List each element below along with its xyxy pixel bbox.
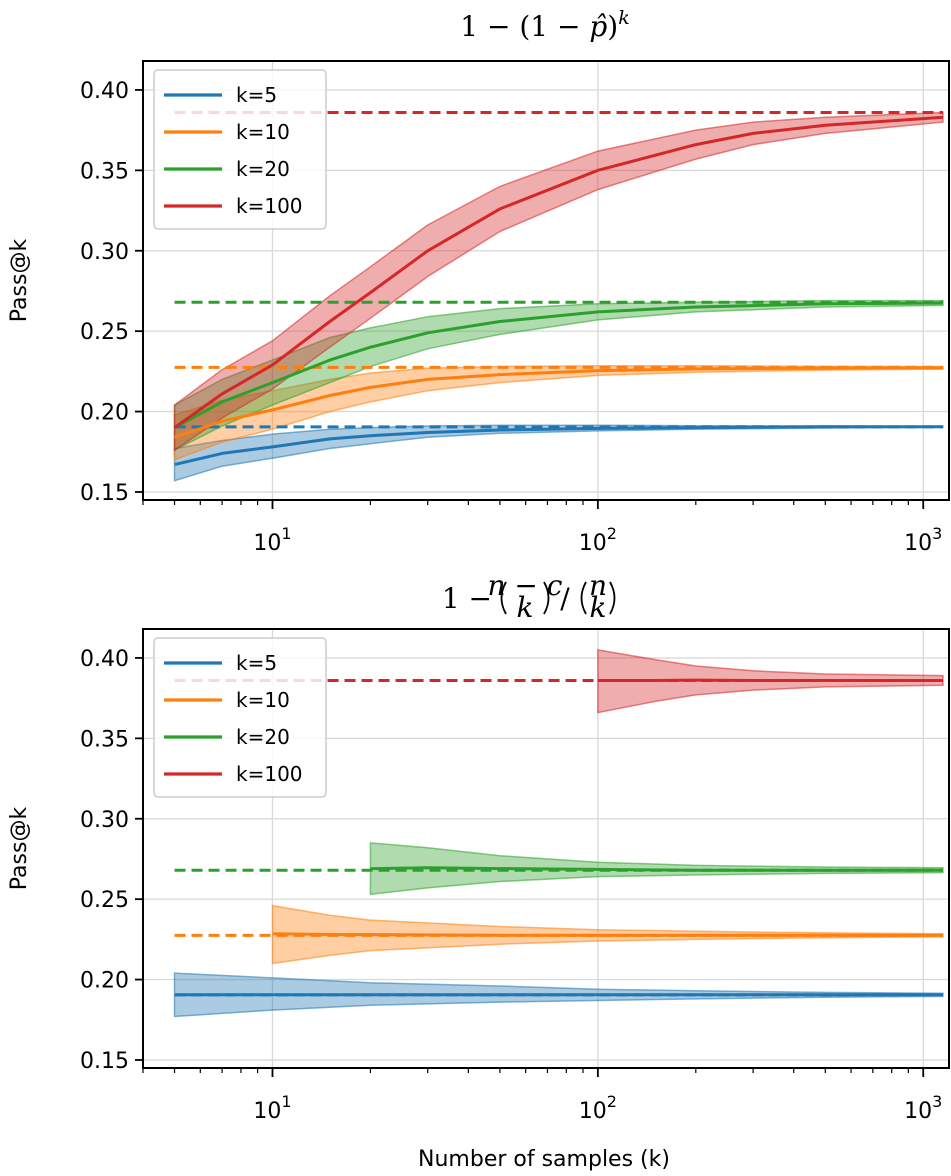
top-panel: 1 − (1 − p̂)k 0.15 0.20 0.25 0.30 0.35 0.40 1… — [7, 7, 950, 556]
bottom-y-tick-label-0-35: 0.35 — [80, 727, 129, 752]
top-y-tick-label-0-40: 0.40 — [80, 79, 129, 104]
top-line-k-10 — [174, 366, 944, 439]
top-y-tick-label-0-20: 0.20 — [80, 401, 129, 426]
bottom-mean-lines — [174, 678, 943, 997]
top-axes-frame — [142, 60, 950, 501]
top-line-k-100 — [173, 115, 944, 429]
top-band-k-20 — [173, 299, 944, 452]
top-y-tick-label-0-30: 0.30 — [80, 240, 129, 265]
top-x-axis: 101 102 103 — [142, 500, 942, 556]
svg-text:1 − (1 − p̂)k: 1 − (1 − p̂)k — [460, 7, 629, 43]
top-legend-label-k-10: k=10 — [236, 120, 290, 144]
bottom-title-binom1-top: n − c — [488, 569, 563, 602]
bottom-legend-box — [153, 637, 327, 798]
top-legend-box — [153, 69, 327, 230]
bottom-title-paren-2-left — [580, 581, 587, 615]
top-line-k-20 — [173, 301, 944, 429]
top-x-tick-label-100: 102 — [579, 524, 617, 556]
top-legend-label-k-100: k=100 — [236, 194, 303, 218]
bottom-panel: 1 − n − c k / n k 0.150.200.250.300.350.… — [7, 569, 950, 1172]
bottom-x-axis-label: Number of samples (k) — [418, 1147, 670, 1172]
bottom-x-axis: 101 102 103 — [142, 1068, 942, 1124]
bottom-legend-label-k-10: k=10 — [236, 688, 290, 712]
top-band-k-100 — [173, 111, 944, 452]
bottom-x-tick-label-100: 102 — [579, 1092, 617, 1124]
top-title-part-a: 1 − (1 − — [460, 10, 589, 43]
top-title-part-c: ) — [607, 10, 618, 43]
bottom-title-paren-1-left — [500, 581, 507, 615]
top-x-tick-label-10: 101 — [253, 524, 291, 556]
top-x-tick-label-1000: 103 — [904, 524, 942, 556]
top-y-axis-label: Pass@k — [7, 239, 32, 323]
bottom-x-tick-label-10: 101 — [253, 1092, 291, 1124]
top-panel-title: 1 − (1 − p̂)k — [460, 7, 629, 43]
bottom-x-tick-label-1000: 103 — [904, 1092, 942, 1124]
bottom-title-paren-2-right — [609, 581, 616, 615]
bottom-axes-frame — [142, 628, 950, 1069]
bottom-y-tick-label-0-20: 0.20 — [80, 969, 129, 994]
bottom-title-slash: / — [560, 582, 570, 615]
bottom-y-tick-label-0-15: 0.15 — [80, 1049, 129, 1074]
bottom-y-axis: 0.15 0.20 0.25 0.30 0.35 0.40 — [80, 647, 143, 1074]
top-mean-lines — [173, 115, 944, 467]
top-y-tick-label-0-35: 0.35 — [80, 159, 129, 184]
top-legend: k=5 k=10 k=20 k=100 — [153, 69, 327, 230]
top-y-tick-label-0-25: 0.25 — [80, 320, 129, 345]
bottom-y-tick-label-0-40: 0.40 — [80, 647, 129, 672]
bottom-line-k-20 — [370, 866, 943, 872]
bottom-panel-title: 1 − n − c k / n k — [442, 569, 616, 624]
bottom-line-k-10 — [272, 932, 943, 937]
bottom-y-axis-label: Pass@k — [7, 807, 32, 891]
bottom-y-tick-label-0-25: 0.25 — [80, 888, 129, 913]
top-y-tick-label-0-15: 0.15 — [80, 481, 129, 506]
bottom-y-tick-label-0-30: 0.30 — [80, 808, 129, 833]
bottom-title-prefix: 1 − — [442, 582, 492, 615]
top-title-superscript: k — [618, 7, 630, 29]
bottom-legend-label-k-100: k=100 — [236, 762, 303, 786]
bottom-legend: k=5 k=10 k=20 k=100 — [153, 637, 327, 798]
bottom-legend-label-k-20: k=20 — [236, 725, 290, 749]
top-line-k-5 — [174, 425, 943, 467]
top-y-axis: 0.15 0.20 0.25 0.30 0.35 0.40 — [80, 79, 143, 506]
bottom-legend-label-k-5: k=5 — [236, 651, 277, 675]
bottom-title-binom2-top: n — [589, 569, 607, 602]
bottom-title-paren-1-right — [543, 581, 550, 615]
bottom-title-binom1-bottom: k — [517, 591, 534, 624]
bottom-title-binom2-bottom: k — [590, 591, 607, 624]
top-legend-label-k-5: k=5 — [236, 83, 277, 107]
top-legend-label-k-20: k=20 — [236, 157, 290, 181]
top-title-part-b: p̂ — [589, 10, 607, 43]
